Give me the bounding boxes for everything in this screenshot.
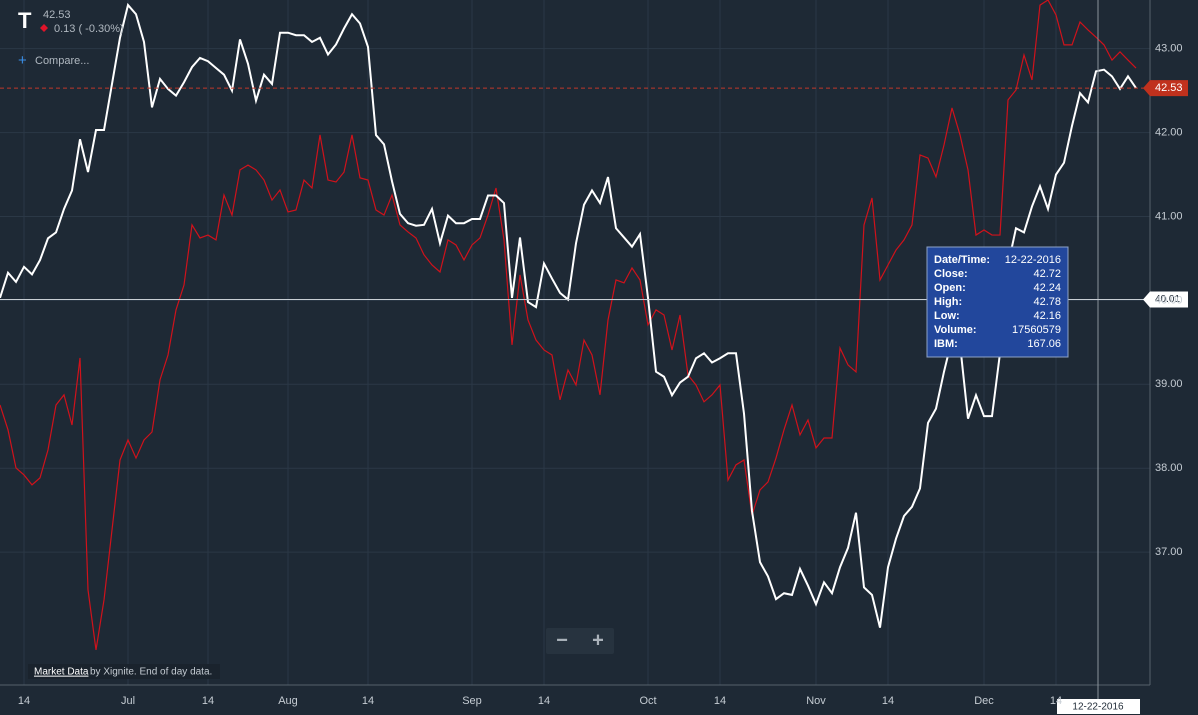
x-tick-label: 14 [18, 695, 30, 707]
x-tick-label: Nov [806, 695, 826, 707]
x-tick-label: Jul [121, 695, 135, 707]
y-tick-label: 37.00 [1155, 546, 1183, 558]
tooltip-label: Open: [934, 282, 966, 294]
x-tick-label: 14 [714, 695, 726, 707]
x-tick-label: 14 [1050, 695, 1062, 707]
footer-bg [28, 664, 220, 679]
x-tick-label: 14 [362, 695, 374, 707]
x-tick-label: 14 [882, 695, 894, 707]
symbol: T [18, 8, 32, 33]
y-tick-label: 43.00 [1155, 43, 1183, 55]
tooltip-label: IBM: [934, 338, 958, 350]
grid [0, 0, 1150, 685]
y-tick-label: 42.00 [1155, 126, 1183, 138]
compare-icon[interactable]: + [18, 52, 27, 69]
last-price-label: 42.53 [1155, 82, 1183, 94]
tooltip-value: 12-22-2016 [1005, 254, 1061, 266]
zoom-controls [546, 628, 614, 654]
tooltip-value: 42.72 [1033, 268, 1061, 280]
tooltip-value: 42.16 [1033, 310, 1061, 322]
y-tick-label: 38.00 [1155, 462, 1183, 474]
tooltip-label: Date/Time: [934, 254, 990, 266]
y-tick-label: 41.00 [1155, 210, 1183, 222]
price: 42.53 [43, 9, 71, 21]
compare[interactable]: Compare... [35, 55, 89, 67]
down-icon [40, 24, 48, 32]
tooltip-value: 17560579 [1012, 324, 1061, 336]
tooltip-label: High: [934, 296, 962, 308]
tooltip-label: Close: [934, 268, 968, 280]
y-tick-label: 39.00 [1155, 378, 1183, 390]
overlay: 42.53 40.01 12-22-2016 [0, 80, 1188, 714]
x-tick-label: 14 [202, 695, 214, 707]
x-tick-label: Sep [462, 695, 482, 707]
line-ibm [0, 0, 1137, 651]
date-label: 12-22-2016 [1072, 702, 1124, 713]
footer-link[interactable]: Market Data [34, 667, 89, 678]
x-tick-label: 14 [538, 695, 550, 707]
x-tick-label: Aug [278, 695, 298, 707]
tooltip-value: 42.78 [1033, 296, 1061, 308]
x-tick-label: Oct [639, 695, 656, 707]
tooltip-value: 167.06 [1027, 338, 1061, 350]
last-price-tag [1143, 80, 1188, 97]
tooltip-value: 42.24 [1033, 282, 1061, 294]
zoom-in[interactable]: + [592, 629, 604, 651]
y-tick-label: 40.00 [1155, 294, 1183, 306]
tooltip-label: Low: [934, 310, 960, 322]
tooltip [926, 246, 1069, 358]
zoom-out[interactable]: − [556, 629, 568, 651]
crosshair-label: 40.01 [1155, 294, 1180, 305]
tooltip-rows: Date/Time: 12-22-2016 Close: 42.72 Open: 42.2… [934, 254, 1061, 350]
date-tag [1057, 699, 1140, 714]
crosshair-tag [1143, 291, 1188, 308]
tooltip-label: Volume: [934, 324, 977, 336]
x-tick-label: Dec [974, 695, 994, 707]
footer-text: by Xignite. End of day data. [90, 667, 212, 678]
change: 0.13 ( -0.30%) [54, 23, 124, 35]
